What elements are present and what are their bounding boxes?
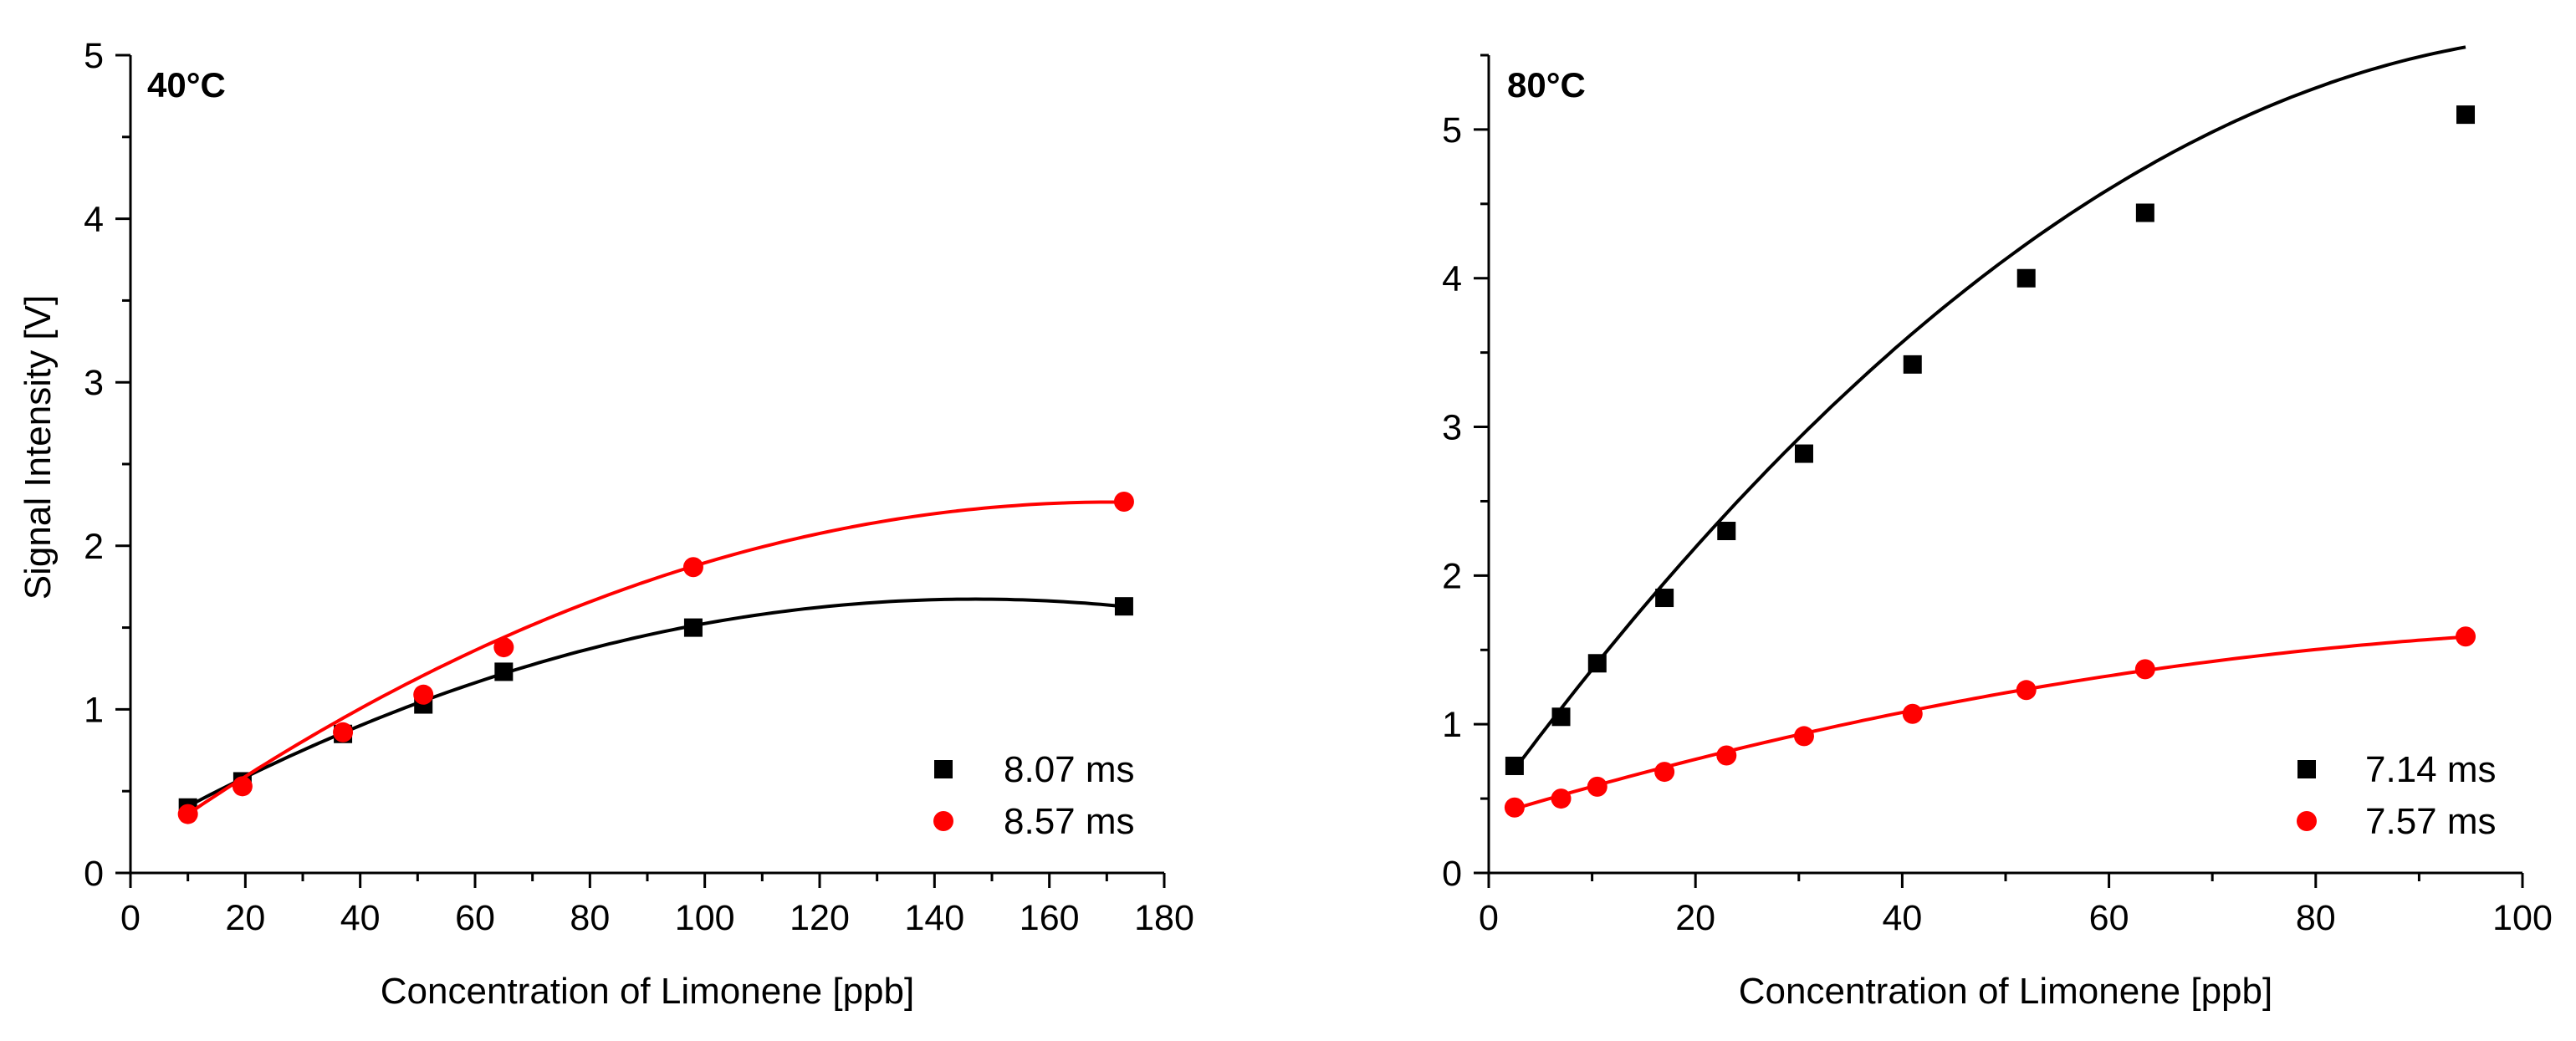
p0-series-8-57-ms-point <box>493 637 514 658</box>
p0-y-axis-title: Signal Intensity [V] <box>18 295 59 600</box>
p1-y-tick-label: 2 <box>1442 556 1462 596</box>
p1-series-7-57-ms-point <box>1551 788 1572 809</box>
p1-series-7-14-ms-point <box>1505 756 1524 775</box>
chart-panel-80c: 0 20 40 60 80 100 0 1 2 3 4 5 Concentration of Limon… <box>1442 45 2553 1012</box>
p0-series-8-57-ms-point <box>413 684 434 705</box>
p1-series-7-57-ms-point <box>1587 776 1607 797</box>
p0-series-8-07-ms-legend-marker <box>934 760 953 778</box>
p1-x-axis-title: Concentration of Limonene [ppb] <box>1739 971 2272 1012</box>
p1-series-7-14-ms-fit-line <box>1513 45 2466 771</box>
p0-series-8-57-ms-point <box>232 776 253 797</box>
p1-series-7-14-ms-point <box>1655 589 1674 608</box>
p1-series-7-14-ms-legend-marker <box>2297 760 2316 778</box>
p0-x-tick-label: 0 <box>120 898 141 938</box>
p0-series-8-57-ms-fit-line <box>187 500 1124 816</box>
p1-y-tick-label: 4 <box>1442 259 1462 299</box>
p1-series-7-57-ms-point <box>1504 797 1525 818</box>
p0-series-8-07-ms-fit-line <box>187 597 1125 809</box>
p0-series-8-07-ms-point <box>683 618 703 637</box>
p1-series-7-14-ms-point <box>1903 355 1922 374</box>
p0-y-tick-label: 2 <box>84 527 104 567</box>
p1-series-7-57-ms-point <box>1716 745 1737 766</box>
p0-series-8-57-ms-legend-marker <box>933 811 953 831</box>
p0-x-tick-label: 100 <box>675 898 735 938</box>
p1-series-7-57-ms-point <box>2016 680 2037 701</box>
p0-y-tick-label: 0 <box>84 854 104 894</box>
p1-x-tick-label: 100 <box>2492 898 2553 938</box>
p1-series-7-14-ms-point <box>1551 707 1571 727</box>
p0-x-axis-title: Concentration of Limonene [ppb] <box>381 971 914 1012</box>
p0-x-tick-label: 140 <box>904 898 964 938</box>
p1-series-7-14-ms-point <box>1717 522 1736 541</box>
p1-series-7-14-ms-point <box>2016 268 2036 288</box>
p0-series-8-57-ms-point <box>333 722 354 742</box>
p1-x-tick-label: 80 <box>2296 898 2336 938</box>
chart-panel-40c: 0 20 40 60 80 100 120 140 160 180 0 1 2 3 4 5 Concentrat… <box>18 36 1194 1012</box>
p0-series-8-07-ms-point <box>1114 597 1133 616</box>
p0-x-tick-label: 160 <box>1020 898 1080 938</box>
p0-y-tick-label: 3 <box>84 363 104 403</box>
p0-x-tick-label: 80 <box>570 898 610 938</box>
p1-x-tick-label: 20 <box>1675 898 1715 938</box>
p1-series-7-14-ms-point <box>2135 203 2154 222</box>
p1-x-tick-label: 60 <box>2089 898 2129 938</box>
p0-series-8-57-ms-legend-label: 8.57 ms <box>1004 801 1135 842</box>
p1-series-7-57-ms-point <box>1793 726 1814 747</box>
p0-series-8-07-ms-point <box>494 662 514 681</box>
p1-y-tick-label: 3 <box>1442 408 1462 448</box>
p0-y-tick-label: 5 <box>84 36 104 76</box>
p0-y-tick-label: 1 <box>84 690 104 730</box>
p1-series-7-57-ms-fit-line <box>1514 635 2466 811</box>
p0-series-8-57-ms-point <box>177 804 198 824</box>
p1-series-7-57-ms-legend-label: 7.57 ms <box>2365 801 2497 842</box>
p0-series-8-57-ms-point <box>1113 491 1134 512</box>
p0-series-8-07-ms-legend-label: 8.07 ms <box>1004 749 1135 790</box>
p0-series-8-57-ms-point <box>682 557 703 578</box>
p1-series-7-57-ms-point <box>2134 659 2155 680</box>
p1-series-7-14-ms-point <box>2456 105 2476 125</box>
p0-x-tick-label: 180 <box>1134 898 1194 938</box>
p0-x-tick-label: 20 <box>225 898 265 938</box>
p0-panel-title: 40°C <box>147 65 226 105</box>
p1-series-7-14-ms-legend-label: 7.14 ms <box>2365 749 2497 790</box>
p1-series-7-14-ms-point <box>1794 444 1813 463</box>
p1-x-tick-label: 0 <box>1479 898 1499 938</box>
p1-series-7-57-ms-legend-marker <box>2297 811 2317 831</box>
p1-series-7-57-ms-point <box>1902 703 1923 724</box>
p1-x-tick-label: 40 <box>1882 898 1922 938</box>
p1-series-7-57-ms-point <box>2456 626 2476 647</box>
p1-y-tick-label: 5 <box>1442 110 1462 151</box>
p0-x-tick-label: 40 <box>340 898 381 938</box>
p1-panel-title: 80°C <box>1507 65 1586 105</box>
p0-x-tick-label: 60 <box>455 898 495 938</box>
p0-y-tick-label: 4 <box>84 200 104 240</box>
p1-series-7-14-ms-point <box>1587 654 1607 673</box>
p1-y-tick-label: 1 <box>1442 705 1462 745</box>
p0-x-tick-label: 120 <box>790 898 850 938</box>
p1-series-7-57-ms-point <box>1654 762 1675 783</box>
p1-y-tick-label: 0 <box>1442 854 1462 894</box>
